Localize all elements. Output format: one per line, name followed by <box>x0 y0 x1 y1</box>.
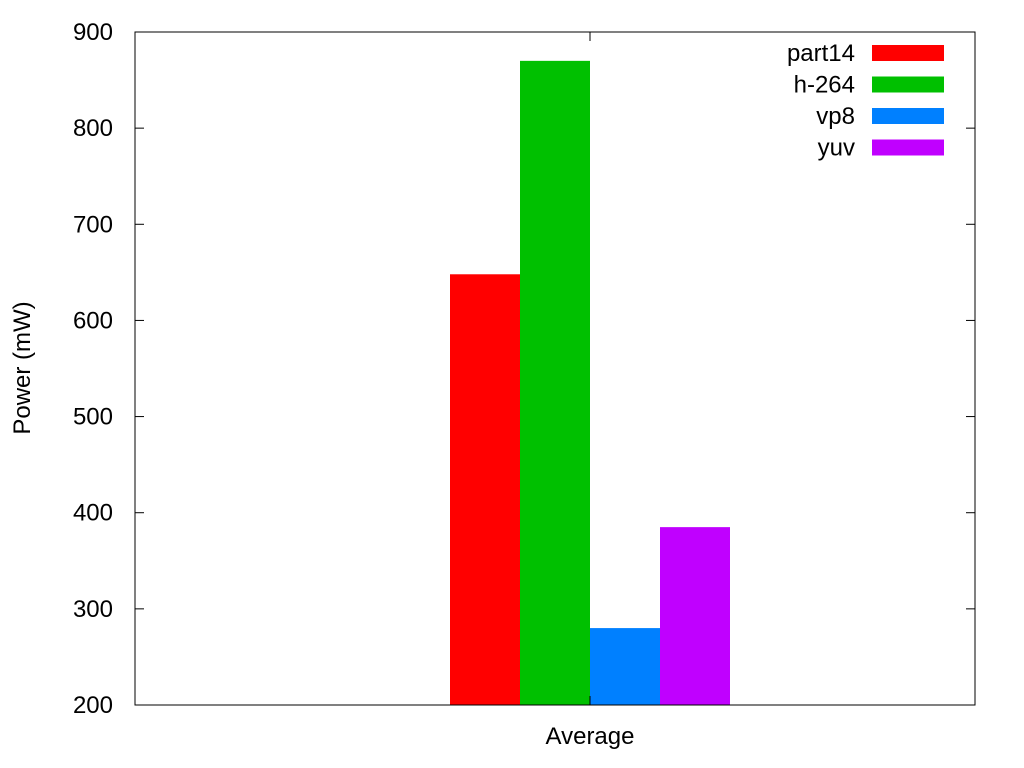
legend-label: part14 <box>787 40 855 67</box>
legend-label: vp8 <box>816 103 855 130</box>
legend-swatch-yuv <box>872 139 944 156</box>
legend-swatch-part14 <box>872 45 944 61</box>
x-axis-ticks: Average <box>546 32 635 750</box>
legend-swatch-vp8 <box>872 108 944 124</box>
y-tick-label: 400 <box>73 500 113 527</box>
y-tick-label: 900 <box>73 19 113 46</box>
y-axis-ticks: 200 300 400 500 600 700 800 900 <box>73 19 975 719</box>
y-axis-label: Power (mW) <box>9 301 36 434</box>
y-tick-label: 700 <box>73 211 113 238</box>
bar-h-264 <box>520 60 590 706</box>
y-tick-label: 300 <box>73 596 113 623</box>
y-tick-label: 200 <box>73 692 113 719</box>
y-tick-label: 800 <box>73 115 113 142</box>
y-tick-label: 500 <box>73 404 113 431</box>
y-tick-label: 600 <box>73 307 113 334</box>
plot-frame <box>134 31 976 706</box>
bar-part14 <box>450 274 520 705</box>
bars-group <box>450 60 730 706</box>
legend: part14 h-264 vp8 yuv <box>787 40 944 162</box>
x-category-label: Average <box>546 723 635 750</box>
bar-vp8 <box>590 628 660 705</box>
legend-label: yuv <box>818 135 855 162</box>
legend-swatch-h-264 <box>872 76 944 93</box>
bar-yuv <box>660 527 730 705</box>
legend-label: h-264 <box>794 72 855 99</box>
